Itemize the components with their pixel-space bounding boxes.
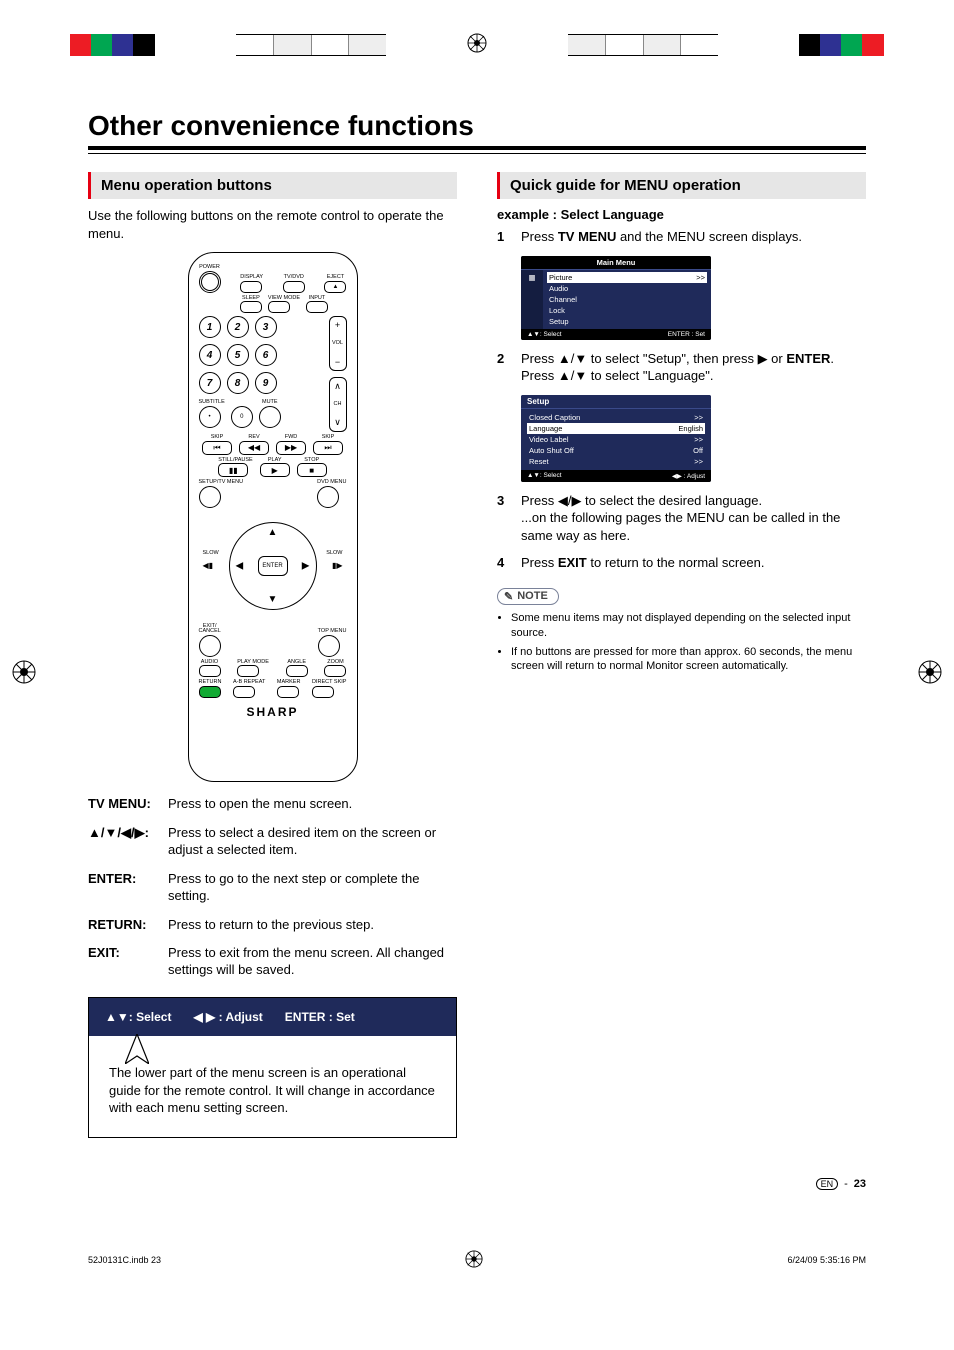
section-head-menu-buttons: Menu operation buttons <box>88 172 457 199</box>
reg-center-icon <box>467 33 487 58</box>
note-icon: ✎ <box>504 590 513 603</box>
footer-right: 6/24/09 5:35:16 PM <box>787 1255 866 1265</box>
page-number: EN - 23 <box>816 1178 866 1190</box>
osd-setup-menu: Setup Closed Caption>> LanguageEnglish V… <box>521 395 711 482</box>
osd-main-menu: Main Menu ▦ Picture>> Audio Channel Lock… <box>521 256 711 340</box>
reg-center-icon <box>465 1250 483 1270</box>
def-exit: EXIT:Press to exit from the menu screen.… <box>88 945 457 979</box>
def-return: RETURN:Press to return to the previous s… <box>88 917 457 934</box>
section-head-quick-guide: Quick guide for MENU operation <box>497 172 866 199</box>
reg-blocks-left <box>70 34 155 56</box>
reg-side-right-icon <box>918 660 942 689</box>
note-item: If no buttons are pressed for more than … <box>511 645 866 675</box>
def-arrows: ▲/▼/◀/▶:Press to select a desired item o… <box>88 825 457 859</box>
def-enter: ENTER:Press to go to the next step or co… <box>88 871 457 905</box>
left-column: Menu operation buttons Use the following… <box>88 172 457 1138</box>
registration-row <box>0 30 954 60</box>
intro-text: Use the following buttons on the remote … <box>88 207 457 242</box>
reg-side-left-icon <box>12 660 36 689</box>
osd-icon: ▦ <box>521 270 543 329</box>
step-3: 3 Press ◀/▶ to select the desired langua… <box>497 492 866 545</box>
guide-bar: ▲▼: Select ◀ ▶ : Adjust ENTER : Set <box>88 997 457 1036</box>
footer-left: 52J0131C.indb 23 <box>88 1255 161 1265</box>
step-1: 1 Press TV MENU and the MENU screen disp… <box>497 228 866 246</box>
guide-select: ▲▼: Select <box>105 1010 171 1024</box>
title-rule <box>88 146 866 154</box>
example-label: example : Select Language <box>497 207 866 222</box>
note-pill: ✎ NOTE <box>497 588 559 605</box>
guide-box: The lower part of the menu screen is an … <box>88 1036 457 1138</box>
step-2: 2 Press ▲/▼ to select "Setup", then pres… <box>497 350 866 385</box>
def-tvmenu: TV MENU:Press to open the menu screen. <box>88 796 457 813</box>
reg-blocks-right <box>799 34 884 56</box>
remote-control-diagram: POWER DISPLAY TV/DVD EJECT▲ SLEEP VIEW M… <box>188 252 358 782</box>
note-item: Some menu items may not displayed depend… <box>511 611 866 641</box>
guide-arrow-icon <box>125 1034 149 1064</box>
right-column: Quick guide for MENU operation example :… <box>497 172 866 1138</box>
step-4: 4 Press EXIT to return to the normal scr… <box>497 554 866 572</box>
guide-adjust: ◀ ▶ : Adjust <box>193 1010 262 1024</box>
brand-logo: SHARP <box>246 705 298 719</box>
page-title: Other convenience functions <box>88 110 866 142</box>
notes-list: Some menu items may not displayed depend… <box>497 611 866 674</box>
print-footer: 52J0131C.indb 23 6/24/09 5:35:16 PM <box>0 1190 954 1290</box>
guide-set: ENTER : Set <box>285 1010 355 1024</box>
